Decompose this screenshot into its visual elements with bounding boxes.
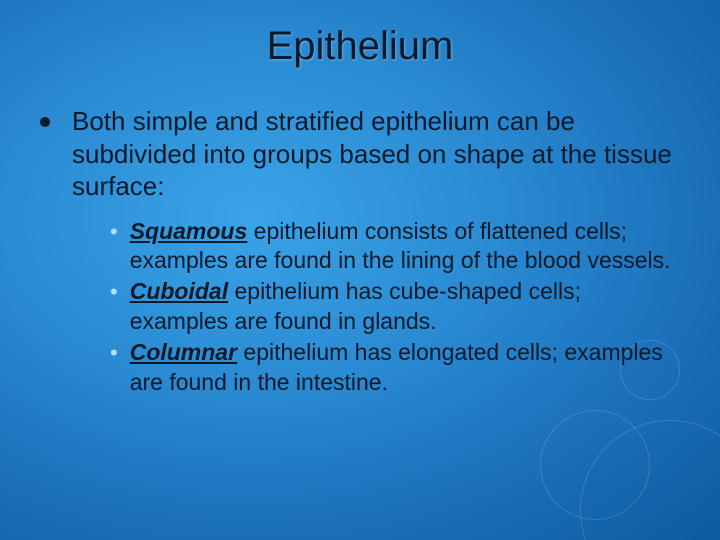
sub-text: Cuboidal epithelium has cube-shaped cell…: [130, 277, 680, 336]
sub-item: • Squamous epithelium consists of flatte…: [110, 217, 680, 276]
main-text: Both simple and stratified epithelium ca…: [72, 105, 680, 203]
slide-content: Both simple and stratified epithelium ca…: [0, 69, 720, 397]
sub-bullet-icon: •: [110, 279, 118, 305]
bullet-icon: [40, 117, 50, 127]
sub-bullet-icon: •: [110, 340, 118, 366]
slide: Epithelium Both simple and stratified ep…: [0, 0, 720, 540]
sub-item: • Cuboidal epithelium has cube-shaped ce…: [110, 277, 680, 336]
deco-circle: [540, 410, 650, 520]
sub-bullet-icon: •: [110, 219, 118, 245]
main-bullet-item: Both simple and stratified epithelium ca…: [40, 105, 680, 203]
sub-item: • Columnar epithelium has elongated cell…: [110, 338, 680, 397]
term: Cuboidal: [130, 278, 228, 304]
term: Squamous: [130, 218, 248, 244]
deco-circle: [620, 340, 680, 400]
sub-text: Columnar epithelium has elongated cells;…: [130, 338, 680, 397]
sub-text: Squamous epithelium consists of flattene…: [130, 217, 680, 276]
slide-title: Epithelium: [0, 0, 720, 69]
term: Columnar: [130, 339, 237, 365]
sub-list: • Squamous epithelium consists of flatte…: [40, 217, 680, 398]
